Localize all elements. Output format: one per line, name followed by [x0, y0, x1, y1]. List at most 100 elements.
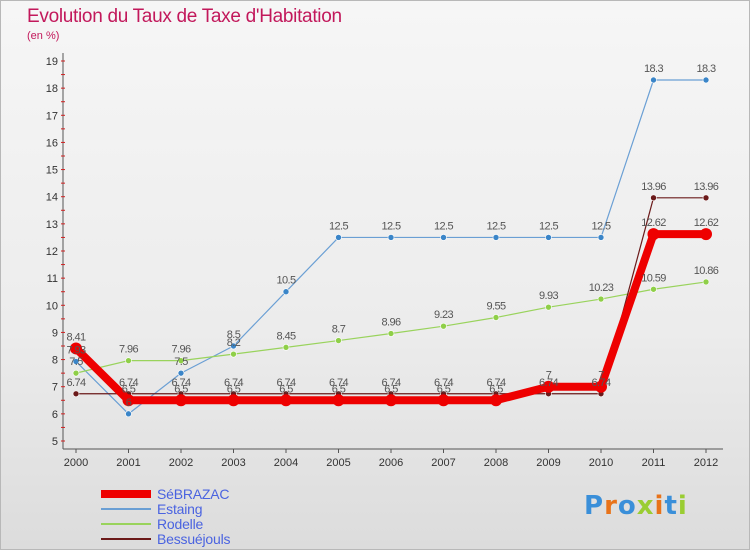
data-point — [702, 278, 710, 286]
data-point — [492, 234, 500, 241]
data-label: 6.5 — [384, 383, 398, 395]
data-label: 7.93 — [66, 344, 85, 356]
x-tick-label: 2011 — [642, 457, 666, 469]
x-tick-label: 2006 — [379, 457, 403, 469]
y-tick-label: 6 — [52, 409, 58, 421]
data-label: 10.59 — [641, 272, 666, 284]
data-point — [650, 285, 657, 293]
y-tick-label: 13 — [46, 219, 58, 231]
data-label: 18.3 — [644, 63, 663, 75]
data-point — [72, 369, 80, 377]
y-tick-label: 18 — [46, 83, 58, 95]
x-tick-label: 2002 — [169, 457, 193, 469]
data-label: 7.5 — [69, 356, 83, 368]
data-label: 6.74 — [276, 377, 295, 389]
data-point — [702, 194, 710, 202]
x-tick-label: 2000 — [64, 457, 88, 469]
data-label: 12.5 — [329, 220, 348, 232]
data-point — [545, 234, 552, 241]
x-tick-label: 2007 — [431, 457, 455, 469]
x-tick-label: 2012 — [694, 457, 718, 469]
data-point — [227, 394, 240, 407]
data-label: 13.96 — [694, 181, 719, 193]
logo-letter: i — [677, 491, 688, 521]
data-point — [125, 357, 132, 364]
data-point — [335, 337, 342, 344]
data-label: 6.74 — [66, 377, 85, 389]
data-point — [702, 76, 710, 84]
data-point — [545, 303, 552, 311]
y-tick-label: 11 — [47, 273, 58, 285]
data-label: 18.3 — [696, 63, 715, 75]
data-point — [175, 394, 187, 407]
logo-letter: t — [664, 491, 678, 521]
data-label: 6.74 — [224, 377, 243, 389]
data-point — [385, 394, 397, 407]
data-label: 8.45 — [276, 330, 295, 342]
data-label: 8.96 — [381, 317, 400, 329]
data-label: 7 — [546, 370, 552, 382]
data-label: 9.55 — [486, 301, 505, 313]
data-point — [387, 234, 395, 241]
data-label: 6.5 — [174, 383, 188, 395]
data-label: 8.2 — [227, 337, 241, 349]
data-label: 6.74 — [119, 377, 138, 389]
data-point — [177, 369, 185, 377]
data-point — [597, 295, 605, 303]
data-point — [70, 342, 82, 355]
data-point — [440, 322, 447, 330]
x-tick-label: 2010 — [589, 457, 613, 469]
x-tick-label: 2003 — [221, 457, 245, 469]
data-label: 10.23 — [589, 282, 614, 294]
data-point — [230, 350, 237, 358]
data-label: 6 — [126, 397, 132, 409]
y-tick-label: 5 — [52, 436, 58, 448]
data-label: 6.74 — [171, 377, 190, 389]
data-label: 8.41 — [66, 331, 85, 343]
data-label: 9.23 — [434, 309, 453, 321]
data-label: 12.5 — [486, 220, 505, 232]
y-tick-label: 15 — [46, 165, 58, 177]
data-label: 8.7 — [332, 324, 346, 336]
data-point — [282, 288, 290, 296]
data-label: 6.74 — [486, 377, 505, 389]
legend-label: Estaing — [157, 501, 203, 517]
data-point — [387, 330, 395, 337]
data-point — [437, 394, 450, 407]
y-tick-label: 14 — [46, 192, 58, 204]
data-point — [650, 76, 657, 84]
data-label: 6.74 — [591, 377, 610, 389]
data-point — [230, 342, 237, 350]
data-label: 6.5 — [437, 383, 451, 395]
data-point — [280, 394, 292, 407]
legend-swatch — [101, 523, 151, 525]
data-label: 6.5 — [122, 383, 136, 395]
data-label: 6.74 — [434, 377, 453, 389]
data-point — [72, 358, 80, 365]
legend-swatch — [101, 538, 151, 540]
logo-letter: x — [636, 491, 655, 521]
legend-swatch — [101, 508, 151, 510]
proxiti-logo: Proxiti — [584, 491, 688, 521]
chart-subtitle: (en %) — [27, 30, 60, 42]
data-label: 12.62 — [641, 217, 666, 229]
logo-letter: r — [604, 491, 618, 521]
data-label: 10.5 — [276, 275, 295, 287]
y-tick-label: 16 — [46, 137, 58, 149]
legend-label: SéBRAZAC — [157, 486, 230, 502]
data-label: 8.5 — [227, 329, 241, 341]
data-label: 12.5 — [381, 220, 400, 232]
data-point — [440, 234, 447, 241]
y-tick-label: 9 — [52, 327, 58, 339]
data-label: 6.5 — [332, 383, 346, 395]
y-tick-label: 7 — [52, 382, 58, 394]
data-label: 12.62 — [694, 217, 719, 229]
x-tick-label: 2009 — [536, 457, 560, 469]
legend-label: Bessuéjouls — [157, 531, 231, 547]
data-point — [122, 394, 135, 407]
data-label: 7 — [598, 370, 604, 382]
data-label: 7.5 — [174, 356, 188, 368]
data-label: 6.74 — [381, 377, 400, 389]
